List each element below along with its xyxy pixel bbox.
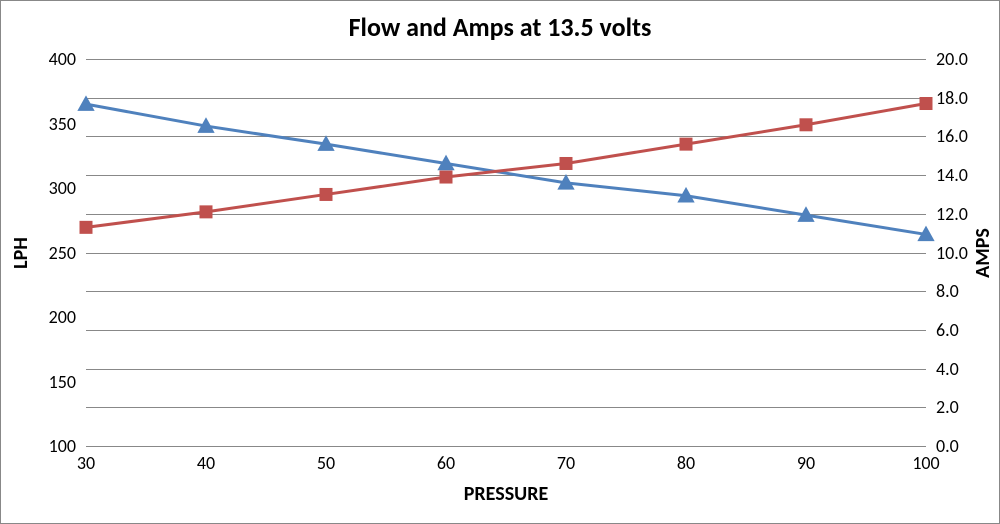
x-tick-label: 30 [77,452,95,474]
chart-title: Flow and Amps at 13.5 volts [1,11,999,43]
series-marker-lph [78,96,94,110]
x-tick-label: 100 [912,452,939,474]
gridline [86,446,926,447]
plot-area [86,59,926,446]
y-left-tick-label: 250 [1,242,76,264]
series-marker-amps [320,188,332,200]
y-right-tick-label: 18.0 [936,87,968,109]
x-tick-label: 90 [797,452,815,474]
y-right-tick-label: 8.0 [936,280,959,302]
series-marker-amps [560,157,572,169]
y-left-tick-label: 350 [1,113,76,135]
y-right-tick-label: 20.0 [936,48,968,70]
series-marker-amps [200,206,212,218]
series-marker-amps [680,138,692,150]
series-marker-amps [800,119,812,131]
x-tick-label: 60 [437,452,455,474]
y-right-tick-label: 2.0 [936,396,959,418]
y-left-tick-label: 150 [1,371,76,393]
series-marker-amps [440,171,452,183]
series-marker-amps [80,221,92,233]
x-tick-label: 80 [677,452,695,474]
y-right-tick-label: 14.0 [936,164,968,186]
x-axis-label: PRESSURE [464,482,548,506]
y-left-tick-label: 100 [1,435,76,457]
x-tick-label: 70 [557,452,575,474]
y-right-tick-label: 12.0 [936,203,968,225]
y-left-tick-label: 200 [1,306,76,328]
x-tick-label: 40 [197,452,215,474]
y-right-tick-label: 4.0 [936,358,959,380]
y-right-tick-label: 16.0 [936,125,968,147]
y-left-tick-label: 300 [1,177,76,199]
chart-container: Flow and Amps at 13.5 volts LPH AMPS PRE… [0,0,1000,524]
y-left-tick-label: 400 [1,48,76,70]
y-axis-right-label: AMPS [971,228,995,278]
x-tick-label: 50 [317,452,335,474]
y-right-tick-label: 6.0 [936,319,959,341]
chart-series-svg [86,59,926,446]
series-marker-amps [920,98,932,110]
y-right-tick-label: 10.0 [936,242,968,264]
